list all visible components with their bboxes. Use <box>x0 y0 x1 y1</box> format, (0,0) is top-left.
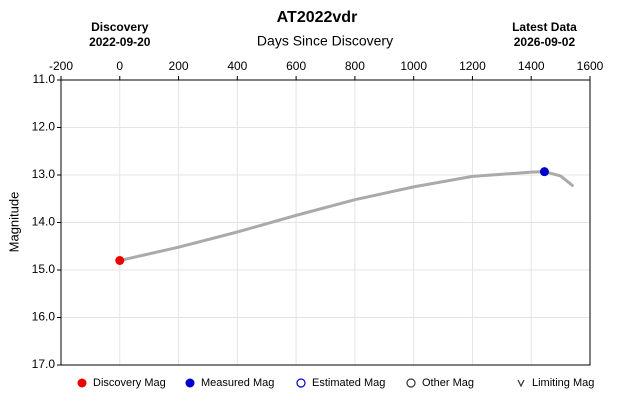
y-tick-label: 17.0 <box>32 357 56 371</box>
x-tick-label: 1200 <box>459 59 486 73</box>
chart-title: AT2022vdr <box>277 9 358 26</box>
x-tick-label: 1600 <box>577 59 604 73</box>
x-axis-label: Days Since Discovery <box>257 33 393 49</box>
x-tick-label: 0 <box>116 59 123 73</box>
x-tick-label: 800 <box>345 59 365 73</box>
y-tick-label: 16.0 <box>32 310 56 324</box>
x-tick-label: 1000 <box>400 59 427 73</box>
annotation-label: Latest Data <box>512 20 577 34</box>
data-point <box>539 167 549 177</box>
annotation-label: Discovery <box>91 20 149 34</box>
y-axis-label: Magnitude <box>6 192 21 253</box>
light-curve <box>118 170 574 262</box>
y-tick-label: 14.0 <box>32 215 56 229</box>
x-tick-label: 200 <box>169 59 189 73</box>
y-tick-label: 13.0 <box>32 167 56 181</box>
legend-marker <box>406 378 416 388</box>
legend-label: Other Mag <box>422 377 474 389</box>
plot-frame <box>60 79 591 366</box>
data-point <box>115 256 125 265</box>
x-tick-label: 1400 <box>518 59 545 73</box>
legend-marker <box>185 378 195 388</box>
legend-label: Discovery Mag <box>93 377 166 389</box>
legend-marker <box>517 379 525 388</box>
x-tick-label: 600 <box>286 59 306 73</box>
legend-marker <box>77 378 87 388</box>
legend-marker <box>296 378 306 388</box>
y-tick-label: 11.0 <box>33 72 56 86</box>
x-tick-label: 400 <box>227 59 247 73</box>
annotation-date: 2026-09-02 <box>514 35 576 49</box>
y-tick-label: 12.0 <box>32 120 56 134</box>
y-tick-label: 15.0 <box>32 262 56 276</box>
x-tick-label: -200 <box>49 59 73 73</box>
legend-label: Limiting Mag <box>532 377 594 389</box>
annotation-date: 2022-09-20 <box>89 35 151 49</box>
legend-label: Measured Mag <box>201 377 274 389</box>
legend-label: Estimated Mag <box>312 377 385 389</box>
